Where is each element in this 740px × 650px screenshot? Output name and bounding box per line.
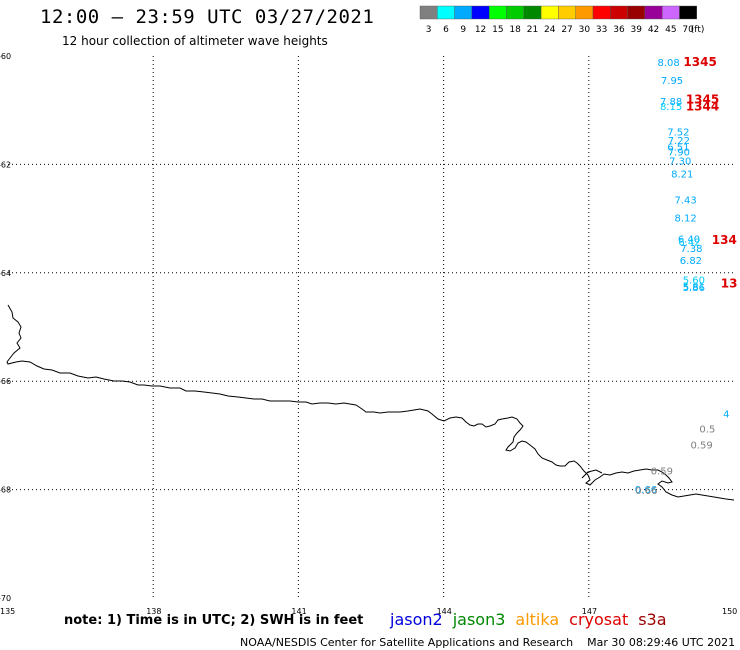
swh-observation-label: 7.52 <box>667 128 689 139</box>
legend-label: 70 <box>682 25 694 35</box>
swh-observation-label: 8.12 <box>674 213 696 224</box>
legend-label: 39 <box>631 25 643 35</box>
swh-observation-label: 6.40 <box>678 234 700 245</box>
legend-label: 15 <box>492 25 503 35</box>
legend-label: 6 <box>443 25 449 35</box>
legend-label: 18 <box>509 25 521 35</box>
legend-label: 45 <box>665 25 676 35</box>
swh-observation-label: 8.21 <box>671 169 693 180</box>
legend-label: 27 <box>561 25 572 35</box>
satellite-name-s3a: s3a <box>638 610 667 629</box>
pass-time-label: 1345 <box>686 93 719 107</box>
lat-tick-label: -68 <box>0 486 11 495</box>
swh-observation-label: 8.15 <box>660 102 682 113</box>
pass-time-label: 1344 <box>686 100 719 114</box>
pass-time-label: 13 <box>721 276 738 290</box>
pass-time-label: 134 <box>712 233 737 247</box>
swh-observation-label: 6.82 <box>680 256 702 267</box>
map-panel: -60 -62 -64 -66 -68 -70 135 138 141 144 147 150 8.08… <box>0 52 738 616</box>
satellite-name-jason3: jason3 <box>452 610 506 629</box>
legend-label: 24 <box>544 25 556 35</box>
lon-tick-label: 144 <box>437 607 452 616</box>
lat-tick-label: -66 <box>0 377 11 386</box>
satellite-legend: jason2 jason3 altika cryosat s3a <box>390 610 677 629</box>
satellite-name-altika: altika <box>515 610 560 629</box>
page-title: 12:00 – 23:59 UTC 03/27/2021 <box>40 6 375 28</box>
lat-tick-label: -70 <box>0 594 11 603</box>
satellite-name-jason2: jason2 <box>390 610 443 629</box>
credit-text: NOAA/NESDIS Center for Satellite Applica… <box>240 636 574 649</box>
wave-height-legend: 3 6 9 12 15 18 21 24 27 30 33 36 39 42 45 70(ft) <box>419 5 705 35</box>
lon-tick-label: 135 <box>0 607 15 616</box>
swh-observation-label: 5.86 <box>683 283 705 294</box>
swh-observation-label: 5.81 <box>683 282 705 293</box>
legend-label: 9 <box>460 25 466 35</box>
swh-observation-label: 0.59 <box>690 440 712 451</box>
lat-tick-label: -64 <box>0 269 11 278</box>
swh-observation-label: 7.38 <box>680 244 702 255</box>
generated-timestamp: Mar 30 08:29:46 UTC 2021 <box>587 636 736 649</box>
footnote: note: 1) Time is in UTC; 2) SWH is in fe… <box>64 613 364 628</box>
lat-tick-label: -62 <box>0 160 11 169</box>
credit-line: NOAA/NESDIS Center for Satellite Applica… <box>240 636 735 649</box>
coastline <box>6 304 735 501</box>
legend-swatch-70 <box>679 5 697 20</box>
swh-observation-label: 7.43 <box>674 195 696 206</box>
legend-label: 12 <box>475 25 486 35</box>
legend-unit: (ft) <box>691 25 705 35</box>
swh-observation-label: 7.95 <box>661 76 683 87</box>
swh-observation-label: 6.51 <box>667 142 689 153</box>
swh-observation-label: 7.30 <box>669 156 691 167</box>
swh-observation-label: 0.5 <box>699 425 715 436</box>
swh-observation-label: 0.59 <box>651 466 673 477</box>
swh-observation-label: 8.08 <box>658 58 680 69</box>
swh-observation-label: 5.60 <box>683 276 705 287</box>
pass-time-label: 1345 <box>683 55 716 69</box>
swh-observation-label: 4 <box>723 410 729 421</box>
lon-tick-label: 147 <box>582 607 597 616</box>
legend-label: 21 <box>527 25 538 35</box>
lon-tick-label: 141 <box>291 607 306 616</box>
swh-observation-label: 6.42 <box>678 238 700 249</box>
satellite-name-cryosat: cryosat <box>569 610 629 629</box>
lat-tick-label: -60 <box>0 52 11 61</box>
swh-observation-label: 7.88 <box>660 97 682 108</box>
page-subtitle: 12 hour collection of altimeter wave hei… <box>62 34 328 48</box>
legend-label: 3 <box>426 25 432 35</box>
legend-label: 33 <box>596 25 607 35</box>
swh-observation-label: 0.66 <box>635 486 657 497</box>
lon-tick-label: 138 <box>146 607 161 616</box>
legend-label: 36 <box>613 25 625 35</box>
legend-label: 30 <box>579 25 591 35</box>
lon-tick-label: 150 <box>722 607 737 616</box>
swh-observation-label: 7.22 <box>668 136 690 147</box>
swh-observation-label: 7.90 <box>668 148 690 159</box>
swh-observation-label: 0.66 <box>635 485 657 496</box>
legend-label: 42 <box>648 25 659 35</box>
coastline-detail <box>581 469 603 479</box>
